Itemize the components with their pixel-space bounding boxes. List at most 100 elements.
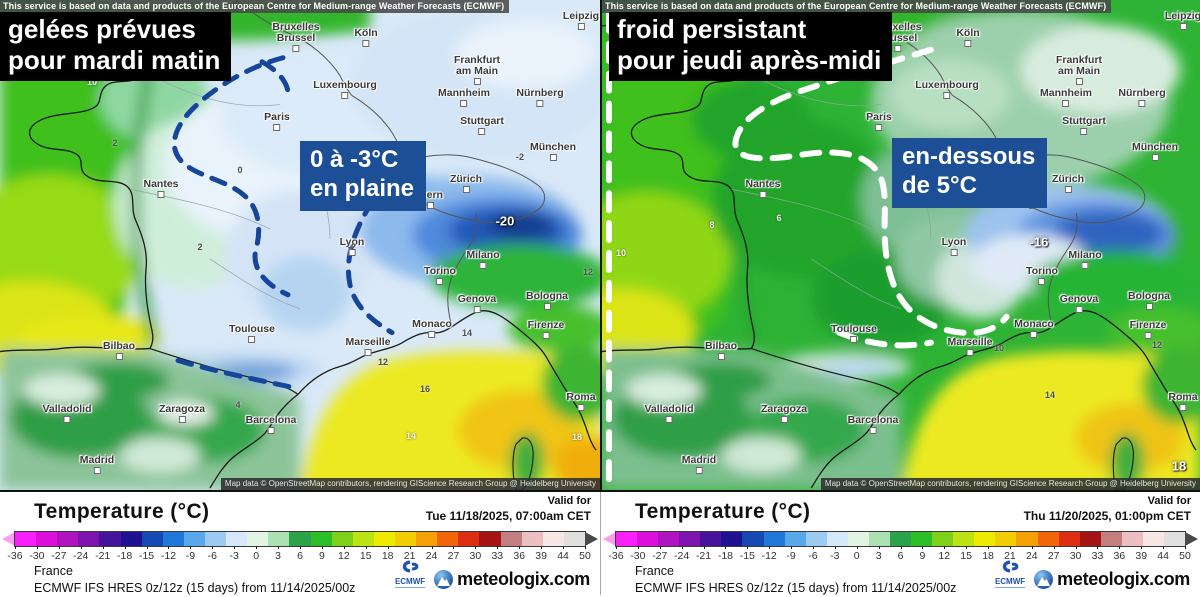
colorbar-tick-mark — [1185, 546, 1186, 549]
colorbar-tick-mark — [834, 546, 836, 549]
colorbar-tick-mark — [747, 546, 749, 549]
colorbar-segment — [784, 532, 806, 546]
colorbar-tick-label: 44 — [1157, 550, 1169, 562]
colorbar-tick-mark — [190, 546, 192, 549]
colorbar-segment — [1142, 532, 1165, 546]
colorbar-tick-label: 36 — [1113, 550, 1126, 562]
colorbar-segment — [99, 532, 121, 546]
meteologix-brand[interactable]: meteologix.com — [434, 569, 590, 590]
map-thursday: Bruxelles Brussel Köln Leipzig Frankfurt am M… — [600, 0, 1200, 492]
colorbar-tick-label: 33 — [1091, 550, 1104, 562]
colorbar-tick-label: -15 — [739, 550, 755, 562]
colorbar-tick-mark — [1097, 546, 1099, 549]
ecmwf-logo-icon — [1002, 560, 1019, 573]
colorbar-tick-label: -36 — [7, 550, 23, 562]
colorbar-segment — [805, 532, 827, 546]
colorbar-tick-label: 50 — [1179, 550, 1191, 562]
colorbar-tick-label: -36 — [608, 550, 624, 562]
colorbar-tick-label: 36 — [513, 550, 526, 562]
callout-tuesday: 0 à -3°C en plaine — [300, 141, 427, 211]
colorbar-tick-mark — [1075, 546, 1077, 549]
colorbar-tick-label: -24 — [674, 550, 690, 562]
model-run-label: ECMWF IFS HRES 0z/12z (15 days) from 11/… — [635, 580, 957, 595]
colorbar-tick-label: -6 — [207, 550, 217, 562]
brand-area: ECMWF meteologix.com — [394, 560, 590, 590]
temperature-map-thursday — [602, 0, 1200, 490]
map-attribution: Map data © OpenStreetMap contributors, r… — [820, 478, 1200, 490]
colorbar-segment — [890, 532, 912, 546]
colorbar-segment — [742, 532, 764, 546]
headline-line-1: froid persistant — [617, 14, 807, 44]
colorbar-tick-label: -30 — [29, 550, 45, 562]
valid-datetime: Thu 11/20/2025, 01:00pm CET — [1023, 509, 1191, 523]
colorbar-tick-mark — [15, 546, 16, 549]
colorbar-tick-label: -24 — [73, 550, 89, 562]
colorbar-segment — [679, 532, 701, 546]
colorbar-tick-label: 24 — [425, 550, 438, 562]
colorbar-tick-mark — [256, 546, 258, 549]
colorbar-segment — [658, 532, 680, 546]
colorbar-segment — [763, 532, 785, 546]
colorbar-tick-label: 24 — [1025, 550, 1038, 562]
headline-line-1: gelées prévues — [8, 14, 196, 44]
meteologix-icon — [1034, 570, 1054, 589]
colorbar-segment — [637, 532, 659, 546]
colorbar-tick-label: 21 — [403, 550, 416, 562]
headline-tuesday: gelées prévues pour mardi matin — [0, 12, 232, 82]
colorbar-tick-mark — [922, 546, 924, 549]
colorbar-tick-label: 6 — [297, 550, 303, 562]
colorbar-tick-label: -30 — [630, 550, 646, 562]
valid-for-label: Valid for — [547, 495, 591, 507]
colorbar-segment — [1079, 532, 1101, 546]
colorbar-tick-label: 30 — [1069, 550, 1082, 562]
colorbar-tick-label: 27 — [1047, 550, 1060, 562]
colorbar-segment — [289, 532, 311, 546]
colorbar-tick-mark — [703, 546, 705, 549]
colorbar-segment — [352, 532, 374, 546]
service-banner: This service is based on data and produc… — [602, 0, 1112, 13]
colorbar-segment — [1058, 532, 1080, 546]
colorbar-tick-label: 3 — [875, 550, 882, 562]
colorbar-ticks: -36 -30 -27 -24 -21 -18 -15 -12 -9 -6 -3 0 3 6 9 12 15 18… — [7, 546, 591, 563]
region-label: France — [635, 564, 674, 578]
model-info: France ECMWF IFS HRES 0z/12z (15 days) f… — [635, 563, 956, 597]
callout-line-2: de 5°C — [902, 172, 977, 200]
ecmwf-logo: ECMWF — [994, 560, 1026, 590]
colorbar-tick-label: -21 — [695, 550, 712, 562]
colorbar-tick-label: 39 — [535, 550, 547, 562]
colorbar-tick-label: -18 — [717, 550, 734, 562]
headline-line-2: pour mardi matin — [8, 44, 221, 75]
colorbar-tick-mark — [563, 546, 565, 549]
colorbar-segment — [437, 532, 459, 546]
meteologix-brand[interactable]: meteologix.com — [1034, 569, 1190, 590]
colorbar-segment — [268, 532, 290, 546]
colorbar-tick-label: -3 — [229, 550, 239, 562]
colorbar-tick-mark — [80, 546, 82, 549]
colorbar-tick-mark — [769, 546, 771, 549]
colorbar-tick-label: 27 — [447, 550, 460, 562]
colorbar-tick-label: -21 — [95, 550, 111, 562]
colorbar-right-arrow — [1185, 532, 1198, 546]
legend-title: Temperature (°C) — [635, 500, 811, 523]
colorbar-segment — [847, 532, 869, 546]
colorbar-segment — [394, 532, 417, 546]
colorbar-segment — [204, 532, 227, 546]
ecmwf-logo-icon — [402, 560, 419, 573]
colorbar-tick-label: 0 — [253, 550, 260, 562]
colorbar-tick-label: -12 — [761, 550, 777, 562]
colorbar-tick-mark — [988, 546, 990, 549]
model-run-label: ECMWF IFS HRES 0z/12z (15 days) from 11/… — [34, 580, 356, 595]
valid-for-label: Valid for — [1147, 495, 1191, 507]
colorbar-segment — [616, 532, 638, 546]
colorbar-tick-label: 6 — [897, 550, 904, 562]
colorbar-tick-mark — [1119, 546, 1121, 549]
colorbar-tick-label: -6 — [808, 550, 818, 562]
colorbar-tick-mark — [212, 546, 214, 549]
colorbar-tick-mark — [725, 546, 727, 549]
legend-tuesday: Temperature (°C) Valid for Tue 11/18/202… — [0, 492, 600, 595]
headline-thursday: froid persistant pour jeudi après-midi — [609, 12, 893, 82]
colorbar-tick-label: 18 — [982, 550, 994, 562]
panel-tuesday: Bruxelles Brussel Köln Leipzig Frankfurt am M… — [0, 0, 600, 595]
colorbar-tick-mark — [900, 546, 902, 549]
colorbar-tick-label: 18 — [381, 550, 394, 562]
